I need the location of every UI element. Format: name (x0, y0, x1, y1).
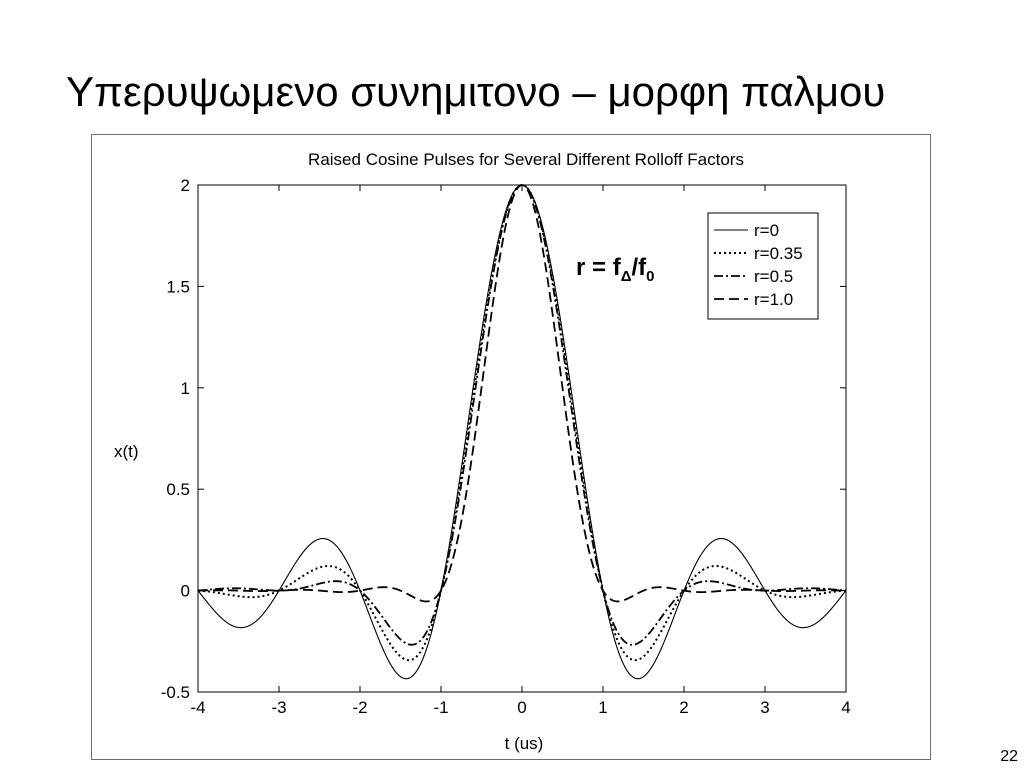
legend-box (707, 212, 819, 320)
series-line-r=0.5 (197, 184, 847, 646)
x-tick-label: -1 (433, 698, 448, 717)
annotation-lead: r = f (576, 254, 622, 281)
legend-label: r=0.5 (754, 267, 793, 286)
y-tick-label: 1.5 (166, 277, 190, 296)
figure-frame: Raised Cosine Pulses for Several Differe… (91, 134, 931, 760)
y-axis-label: x(t) (114, 442, 139, 461)
series-lines (197, 183, 847, 680)
x-tick-label: 3 (760, 698, 769, 717)
slide-title: Υπερυψωμενο συνημιτονο – μορφη παλμου (66, 68, 886, 115)
y-tick-label: 0 (181, 582, 190, 601)
x-axis-label: t (us) (505, 734, 544, 753)
y-tick-label: 0.5 (166, 480, 190, 499)
x-tick-label: -3 (271, 698, 286, 717)
rolloff-annotation: r = fΔ/f0 (576, 254, 654, 285)
x-tick-label: -2 (352, 698, 367, 717)
chart-title: Raised Cosine Pulses for Several Differe… (308, 150, 744, 169)
series-line-r=1.0 (197, 184, 847, 603)
legend-label: r=1.0 (754, 290, 793, 309)
annotation-mid: /f (631, 254, 647, 281)
y-tick-label: -0.5 (161, 683, 190, 702)
x-tick-label: 1 (598, 698, 607, 717)
legend-label: r=0.35 (754, 244, 803, 263)
raised-cosine-chart: Raised Cosine Pulses for Several Differe… (114, 150, 851, 753)
legend: r=0 r=0.35 r=0.5 r=1.0 (707, 212, 819, 320)
x-tick-label: 4 (841, 698, 850, 717)
legend-label: r=0 (754, 221, 779, 240)
y-tick-label: 1 (181, 379, 190, 398)
y-tick-label: 2 (181, 176, 190, 195)
annotation-sub-delta: Δ (621, 268, 632, 285)
x-tick-label: 2 (679, 698, 688, 717)
annotation-sub-zero: 0 (646, 268, 654, 285)
page-number: 22 (1000, 748, 1018, 765)
x-tick-label: 0 (517, 698, 526, 717)
x-tick-label: -4 (190, 698, 205, 717)
